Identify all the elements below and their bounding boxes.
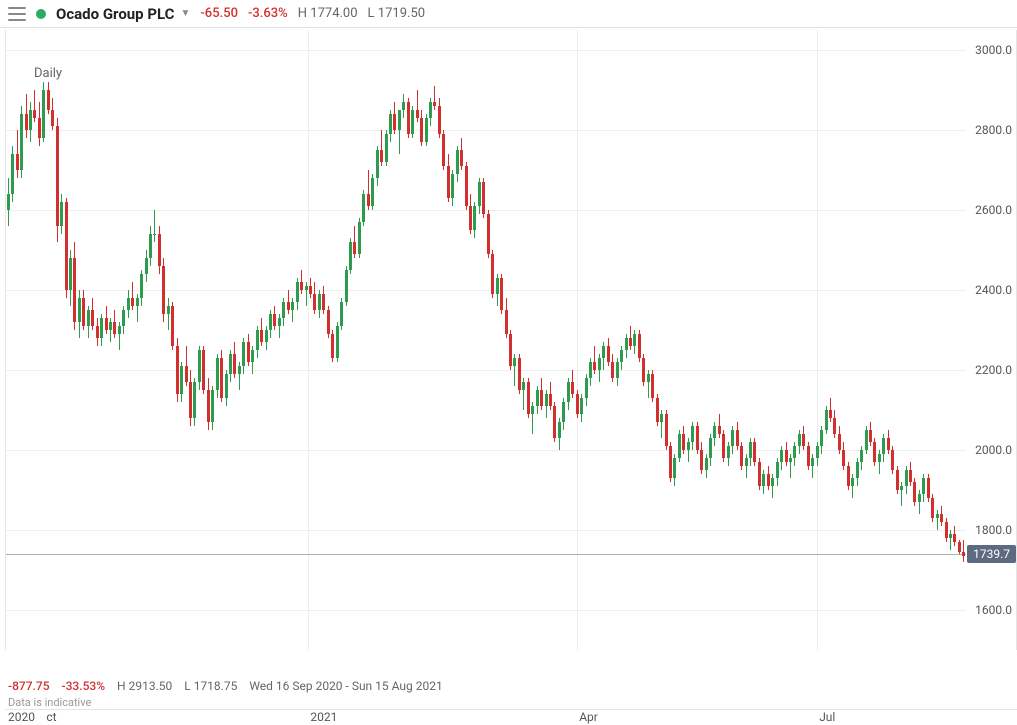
- y-tick-label: 2200.0: [975, 363, 1012, 377]
- change-absolute: -65.50: [200, 6, 238, 21]
- gridline: [6, 130, 966, 131]
- y-tick-label: 2000.0: [975, 443, 1012, 457]
- x-tick-label: 2021: [310, 710, 337, 724]
- period-change-absolute: -877.75: [8, 679, 50, 693]
- y-tick-label: 1800.0: [975, 523, 1012, 537]
- period-high: H 2913.50: [117, 679, 172, 693]
- vgridline: [577, 30, 578, 650]
- day-high: H 1774.00: [298, 6, 358, 21]
- y-tick-label: 2400.0: [975, 283, 1012, 297]
- period-change-percent: -33.53%: [62, 679, 106, 693]
- gridline: [6, 50, 966, 51]
- gridline: [6, 370, 966, 371]
- chart-header: Ocado Group PLC ▼ -65.50 -3.63% H 1774.0…: [0, 0, 1017, 28]
- chevron-down-icon: ▼: [180, 8, 190, 19]
- y-tick-label: 3000.0: [975, 43, 1012, 57]
- gridline: [6, 530, 966, 531]
- date-range: Wed 16 Sep 2020 - Sun 15 Aug 2021: [249, 679, 442, 693]
- indicative-note: Data is indicative: [8, 696, 91, 709]
- vgridline: [308, 30, 309, 650]
- x-tick-label: Jul: [819, 710, 835, 724]
- gridline: [6, 610, 966, 611]
- y-tick-label: 2800.0: [975, 123, 1012, 137]
- x-tick-label: ct: [46, 710, 56, 724]
- symbol-selector[interactable]: Ocado Group PLC ▼: [56, 5, 190, 23]
- symbol-name: Ocado Group PLC: [56, 5, 174, 23]
- y-tick-label: 2600.0: [975, 203, 1012, 217]
- candlestick-plot[interactable]: [6, 30, 966, 650]
- x-tick-label: 2020: [8, 710, 35, 724]
- chart-footer: -877.75 -33.53% H 2913.50 L 1718.75 Wed …: [8, 679, 1009, 693]
- status-dot-icon: [36, 9, 46, 19]
- day-low: L 1719.50: [368, 6, 426, 21]
- y-tick-label: 1600.0: [975, 603, 1012, 617]
- gridline: [6, 290, 966, 291]
- last-price-line: [6, 554, 966, 555]
- change-percent: -3.63%: [248, 6, 288, 21]
- last-price-badge: 1739.7: [967, 545, 1016, 563]
- chart-area[interactable]: Daily 1600.01800.02000.02200.02400.02600…: [5, 30, 1017, 650]
- x-tick-label: Apr: [579, 710, 598, 724]
- period-low: L 1718.75: [184, 679, 237, 693]
- vgridline: [817, 30, 818, 650]
- x-axis: 2020 ct 2021 Apr Jul: [5, 709, 1017, 725]
- gridline: [6, 210, 966, 211]
- menu-icon[interactable]: [8, 7, 26, 21]
